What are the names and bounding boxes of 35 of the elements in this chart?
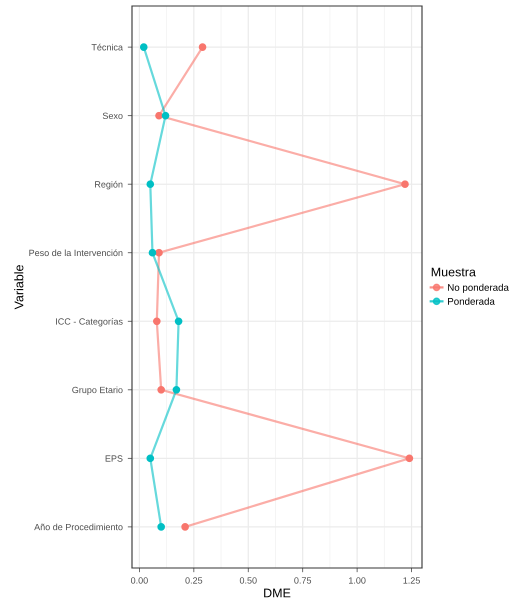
point <box>174 317 182 326</box>
point <box>181 523 189 531</box>
point <box>148 248 156 257</box>
point <box>198 43 206 51</box>
y-axis-title: Variable <box>14 265 24 310</box>
y-tick-label: Peso de la Intervención <box>29 249 122 256</box>
point <box>140 43 148 51</box>
point <box>146 454 154 462</box>
point <box>153 317 161 326</box>
y-tick-label: Técnica <box>92 44 123 50</box>
x-tick-label: 0.50 <box>240 577 257 584</box>
point <box>162 112 170 120</box>
point <box>155 248 163 257</box>
y-tick-label: Año de Procedimiento <box>34 524 123 530</box>
point <box>157 523 165 531</box>
point <box>155 112 163 120</box>
x-tick-label: 0.75 <box>294 577 312 584</box>
y-tick-label: Sexo <box>102 112 123 120</box>
point <box>146 180 154 188</box>
legend-label: No ponderada <box>448 284 509 293</box>
x-tick-label: 0.00 <box>130 577 148 584</box>
point <box>157 386 165 394</box>
point <box>401 180 409 188</box>
y-tick-label: Región <box>95 180 122 190</box>
y-tick-label: ICC - Categorías <box>56 318 123 326</box>
legend-title: Muestra <box>432 268 476 276</box>
legend-label: Ponderada <box>448 298 495 305</box>
point <box>406 454 414 462</box>
x-tick-label: 1.00 <box>349 577 366 584</box>
x-tick-label: 0.25 <box>185 577 202 584</box>
point <box>172 386 180 394</box>
x-tick-label: 1.25 <box>403 577 420 584</box>
x-axis-title: DME <box>264 588 290 598</box>
y-tick-label: Grupo Etario <box>72 386 123 395</box>
y-tick-label: EPS <box>106 455 123 462</box>
